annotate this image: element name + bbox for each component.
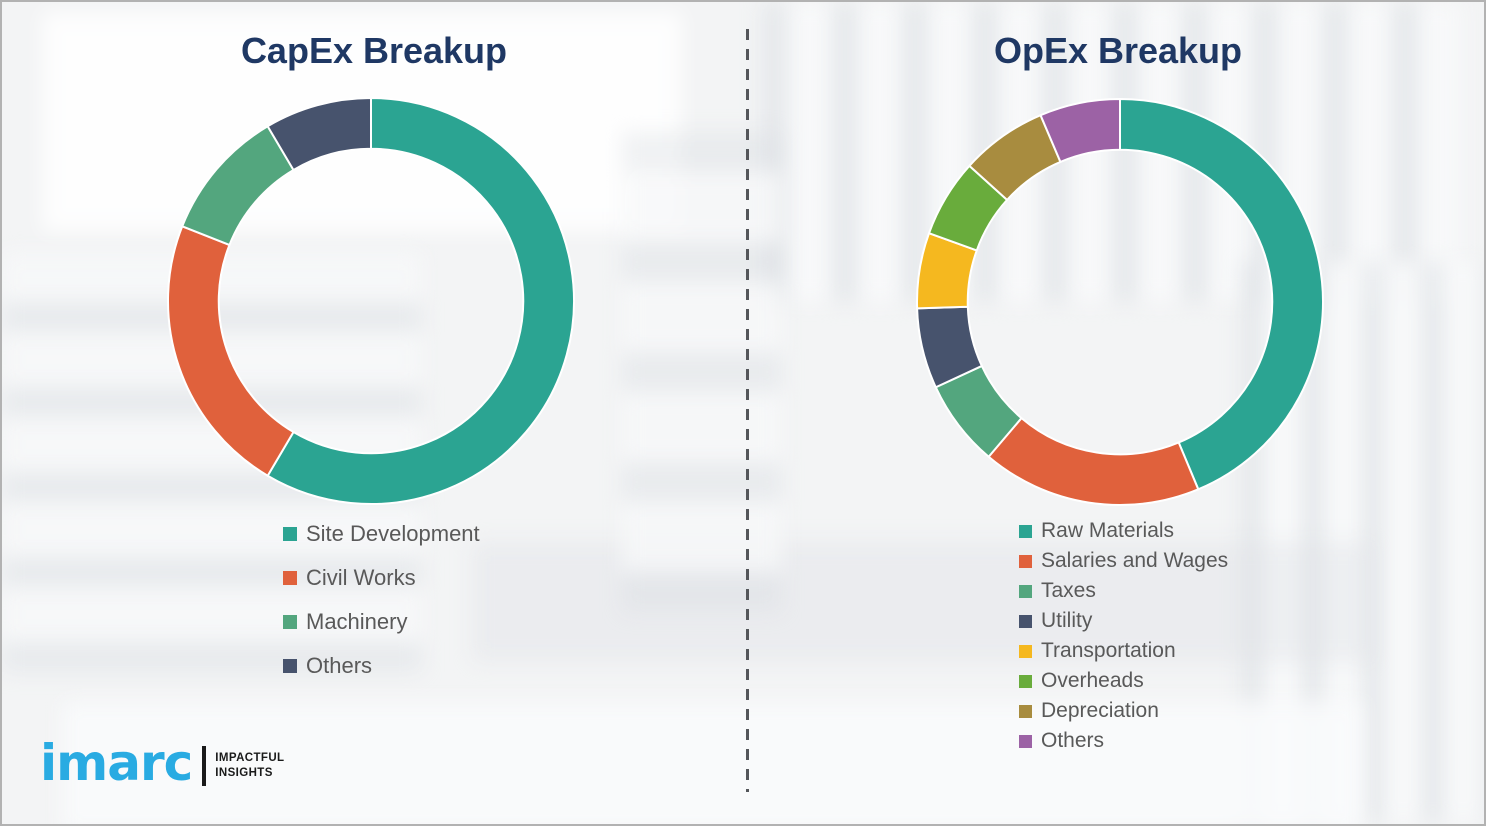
- legend-swatch-taxes: [1019, 584, 1032, 598]
- capex-panel: CapEx Breakup Site Development Civil Work…: [2, 2, 746, 824]
- legend-label: Site Development: [306, 521, 480, 546]
- imarc-logo-tagline: IMPACTFUL INSIGHTS: [215, 751, 284, 781]
- legend-label: Others: [306, 653, 373, 678]
- capex-segment-machinery: [181, 125, 295, 246]
- legend-label: Overheads: [1041, 669, 1144, 692]
- legend-item-civil-works: Civil Works: [283, 565, 480, 591]
- legend-swatch-utility: [1019, 614, 1032, 628]
- legend-swatch-others: [283, 659, 297, 673]
- legend-item-machinery: Machinery: [283, 609, 480, 635]
- legend-label: Depreciation: [1041, 699, 1159, 722]
- legend-label: Salaries and Wages: [1041, 549, 1229, 572]
- capex-segment-civil-works: [167, 225, 295, 477]
- legend-label: Civil Works: [306, 565, 416, 590]
- legend-label: Taxes: [1041, 579, 1096, 602]
- capex-legend: Site Development Civil Works Machinery Othe…: [283, 521, 480, 697]
- capex-donut-chart: [166, 96, 576, 506]
- legend-swatch-salaries-and-wages: [1019, 554, 1032, 568]
- legend-label: Others: [1041, 729, 1105, 752]
- opex-segment-raw-materials: [1119, 98, 1324, 491]
- legend-swatch-depreciation: [1019, 704, 1032, 718]
- legend-swatch-civil-works: [283, 571, 297, 585]
- opex-donut-chart: [915, 97, 1325, 507]
- legend-item-transportation: Transportation: [1019, 639, 1228, 663]
- legend-swatch-overheads: [1019, 674, 1032, 688]
- capex-segment-others: [266, 97, 372, 171]
- legend-swatch-transportation: [1019, 644, 1032, 658]
- legend-item-depreciation: Depreciation: [1019, 699, 1228, 723]
- capex-title: CapEx Breakup: [240, 30, 508, 71]
- legend-swatch-machinery: [283, 615, 297, 629]
- legend-item-site-development: Site Development: [283, 521, 480, 547]
- legend-item-taxes: Taxes: [1019, 579, 1228, 603]
- legend-item-salaries-and-wages: Salaries and Wages: [1019, 549, 1228, 573]
- imarc-logo: imarc IMPACTFUL INSIGHTS: [40, 738, 284, 794]
- opex-title: OpEx Breakup: [993, 30, 1243, 71]
- capex-segment-site-development: [266, 97, 575, 505]
- legend-swatch-site-development: [283, 527, 297, 541]
- opex-segment-salaries-and-wages: [987, 417, 1200, 506]
- logo-divider-bar: [202, 746, 207, 786]
- legend-item-others: Others: [283, 653, 480, 679]
- legend-swatch-others: [1019, 734, 1032, 748]
- legend-label: Utility: [1041, 609, 1093, 632]
- legend-item-raw-materials: Raw Materials: [1019, 519, 1228, 543]
- opex-panel: OpEx Breakup Raw Materials Salaries and W…: [746, 2, 1484, 824]
- imarc-logo-wordmark: imarc: [40, 734, 193, 792]
- tagline-line-2: INSIGHTS: [215, 767, 273, 779]
- tagline-line-1: IMPACTFUL: [215, 752, 285, 765]
- opex-segment-others: [1039, 98, 1121, 163]
- legend-label: Raw Materials: [1041, 519, 1175, 542]
- opex-legend: Raw Materials Salaries and Wages Taxes Util…: [1019, 519, 1228, 759]
- legend-item-utility: Utility: [1019, 609, 1228, 633]
- legend-label: Machinery: [306, 609, 408, 634]
- divider-dashed-line: [746, 29, 749, 792]
- legend-item-overheads: Overheads: [1019, 669, 1228, 693]
- legend-swatch-raw-materials: [1019, 524, 1032, 538]
- legend-item-others: Others: [1019, 729, 1228, 753]
- legend-label: Transportation: [1041, 639, 1176, 662]
